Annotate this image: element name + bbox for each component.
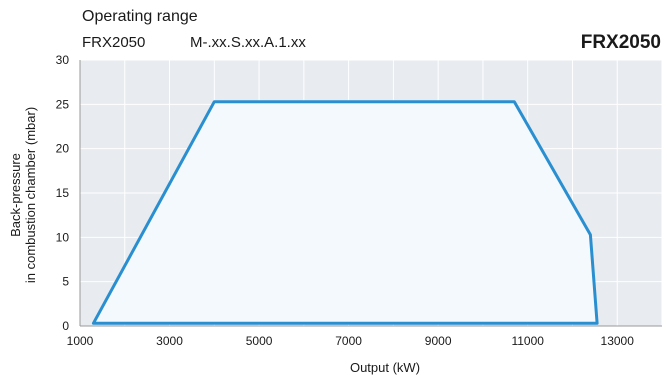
y-tick-label: 0	[62, 319, 69, 333]
x-tick-label: 9000	[425, 334, 452, 348]
x-tick-label: 11000	[511, 334, 544, 348]
model-name: FRX2050	[82, 34, 146, 51]
brand-label: FRX2050	[580, 32, 661, 53]
operating-range-area	[91, 100, 599, 325]
x-tick-label: 3000	[156, 334, 183, 348]
y-tick-label: 30	[56, 53, 70, 67]
x-tick-label: 13000	[601, 334, 635, 348]
y-tick-label: 20	[56, 142, 70, 156]
y-tick-label: 25	[56, 97, 70, 111]
x-tick-label: 1000	[67, 334, 94, 348]
y-tick-label: 10	[56, 230, 70, 244]
y-axis-label: Back-pressure	[8, 153, 23, 237]
y-axis-label: in combustion chamber (mbar)	[23, 107, 38, 283]
x-axis-label: Output (kW)	[350, 360, 420, 375]
chart-subtitle: FRX2050 M-.xx.S.xx.A.1.xx	[82, 34, 306, 51]
x-tick-label: 5000	[246, 334, 273, 348]
y-tick-label: 15	[56, 186, 70, 200]
model-code: M-.xx.S.xx.A.1.xx	[190, 34, 306, 51]
chart-title: Operating range	[82, 8, 198, 25]
x-tick-label: 7000	[335, 334, 362, 348]
y-tick-label: 5	[62, 275, 69, 289]
